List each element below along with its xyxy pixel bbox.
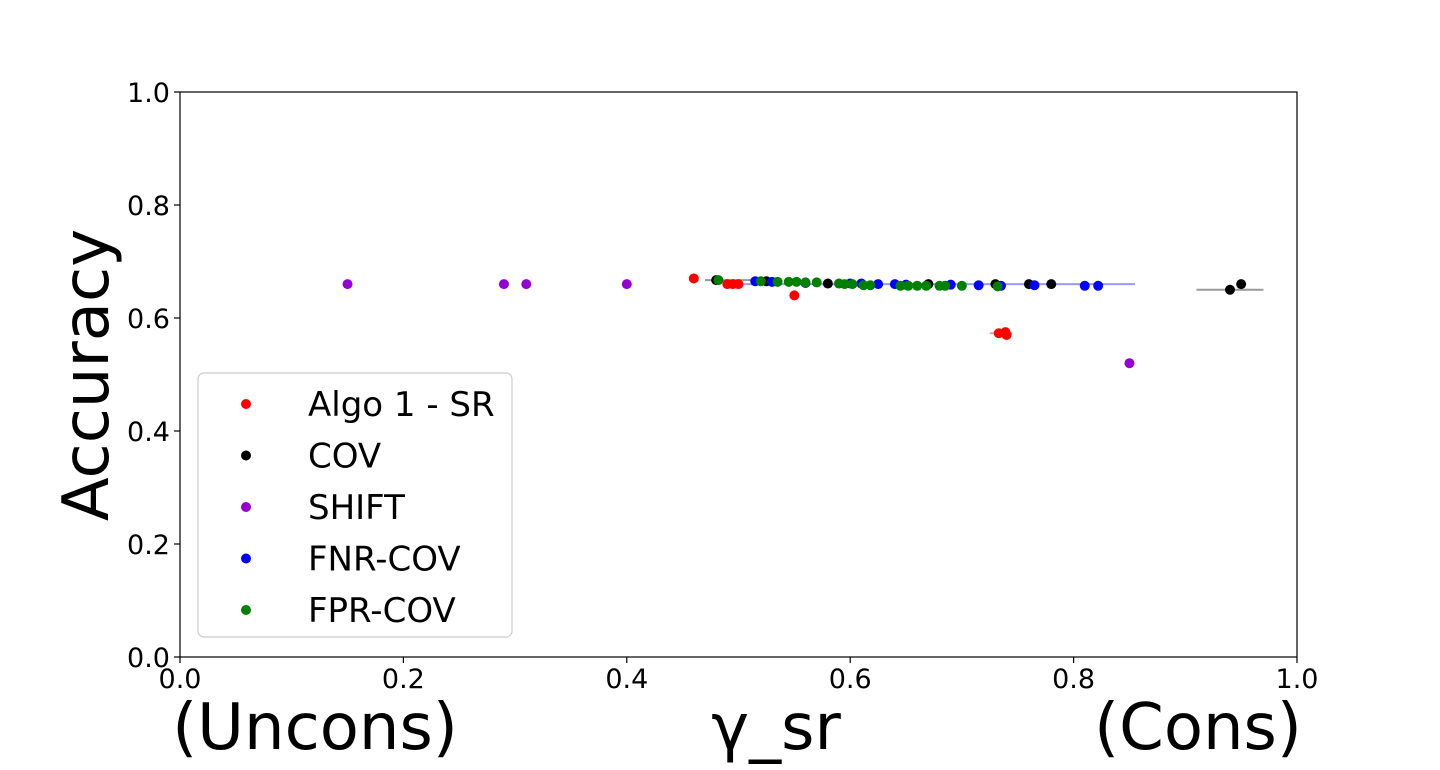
point-fnr-cov [1079,280,1090,291]
point-layer [342,273,1247,369]
point-algo-1-sr [733,279,744,290]
point-cov [1224,284,1235,295]
y-tick-label: 0.0 [127,643,170,674]
legend-label-cov: COV [308,437,381,477]
legend-items: Algo 1 - SR COV SHIFT FNR-COV FPR-COV [241,385,495,631]
point-shift [498,279,509,290]
point-fpr-cov [800,277,811,288]
y-tick-label: 0.2 [127,530,170,561]
point-fpr-cov [755,276,766,287]
point-shift [521,279,532,290]
point-fnr-cov [873,279,884,290]
point-fpr-cov [811,277,822,288]
point-fpr-cov [783,276,794,287]
legend-label-algo-1-sr: Algo 1 - SR [308,385,495,425]
point-cov [822,278,833,289]
point-algo-1-sr [688,273,699,284]
point-cov [1046,279,1057,290]
legend-marker-fnr-cov [241,553,251,564]
point-fpr-cov [921,280,932,291]
legend-label-fnr-cov: FNR-COV [308,540,461,580]
point-fpr-cov [940,280,951,291]
legend-marker-algo-1-sr [241,399,251,409]
x-tick-label: 0.4 [605,664,648,695]
point-fpr-cov [912,280,923,291]
point-fpr-cov [772,276,783,287]
x-tick-label: 0.0 [159,664,202,695]
legend: Algo 1 - SR COV SHIFT FNR-COV FPR-COV [197,372,513,638]
x-tick-label: 0.2 [382,664,425,695]
point-fpr-cov [865,280,876,291]
point-fpr-cov [839,279,850,290]
legend-marker-fpr-cov [241,605,251,615]
point-fnr-cov [973,280,984,291]
y-tick-label: 0.4 [127,417,170,448]
point-fpr-cov [713,275,724,286]
legend-box [197,372,513,638]
point-fpr-cov [903,280,914,291]
point-algo-1-sr [1001,329,1012,340]
x-axis-label-left: (Uncons) [172,691,458,765]
errorbar-layer [704,279,1264,335]
x-axis-label: γ_sr [711,691,841,765]
y-tick-label: 1.0 [127,78,170,109]
point-fpr-cov [956,280,967,291]
point-cov [1236,279,1247,290]
point-fpr-cov [895,280,906,291]
point-fpr-cov [791,276,802,287]
legend-marker-shift [241,502,251,512]
x-tick-label: 1.0 [1276,664,1319,695]
y-axis-label: Accuracy [50,229,124,521]
point-fpr-cov [992,281,1003,292]
y-tick-label: 0.8 [127,191,170,222]
y-tick-label: 0.6 [127,304,170,335]
x-axis-label-right: (Cons) [1094,691,1302,765]
point-shift [1124,358,1135,369]
point-fpr-cov [847,279,858,290]
legend-label-shift: SHIFT [308,488,405,528]
point-shift [342,279,353,290]
plot-frame [179,91,1298,658]
point-fnr-cov [1093,280,1104,291]
x-tick-label: 0.8 [1052,664,1095,695]
legend-marker-cov [241,450,251,461]
legend-label-fpr-cov: FPR-COV [308,591,456,631]
x-tick-label: 0.6 [829,664,872,695]
tick-layer: 0.0 0.2 0.4 0.6 0.8 1.0 0.0 0.2 0.4 0.6 0.8 1.0 [127,78,1318,695]
point-algo-1-sr [789,290,800,301]
point-shift [621,279,632,290]
point-fnr-cov [1029,280,1040,291]
